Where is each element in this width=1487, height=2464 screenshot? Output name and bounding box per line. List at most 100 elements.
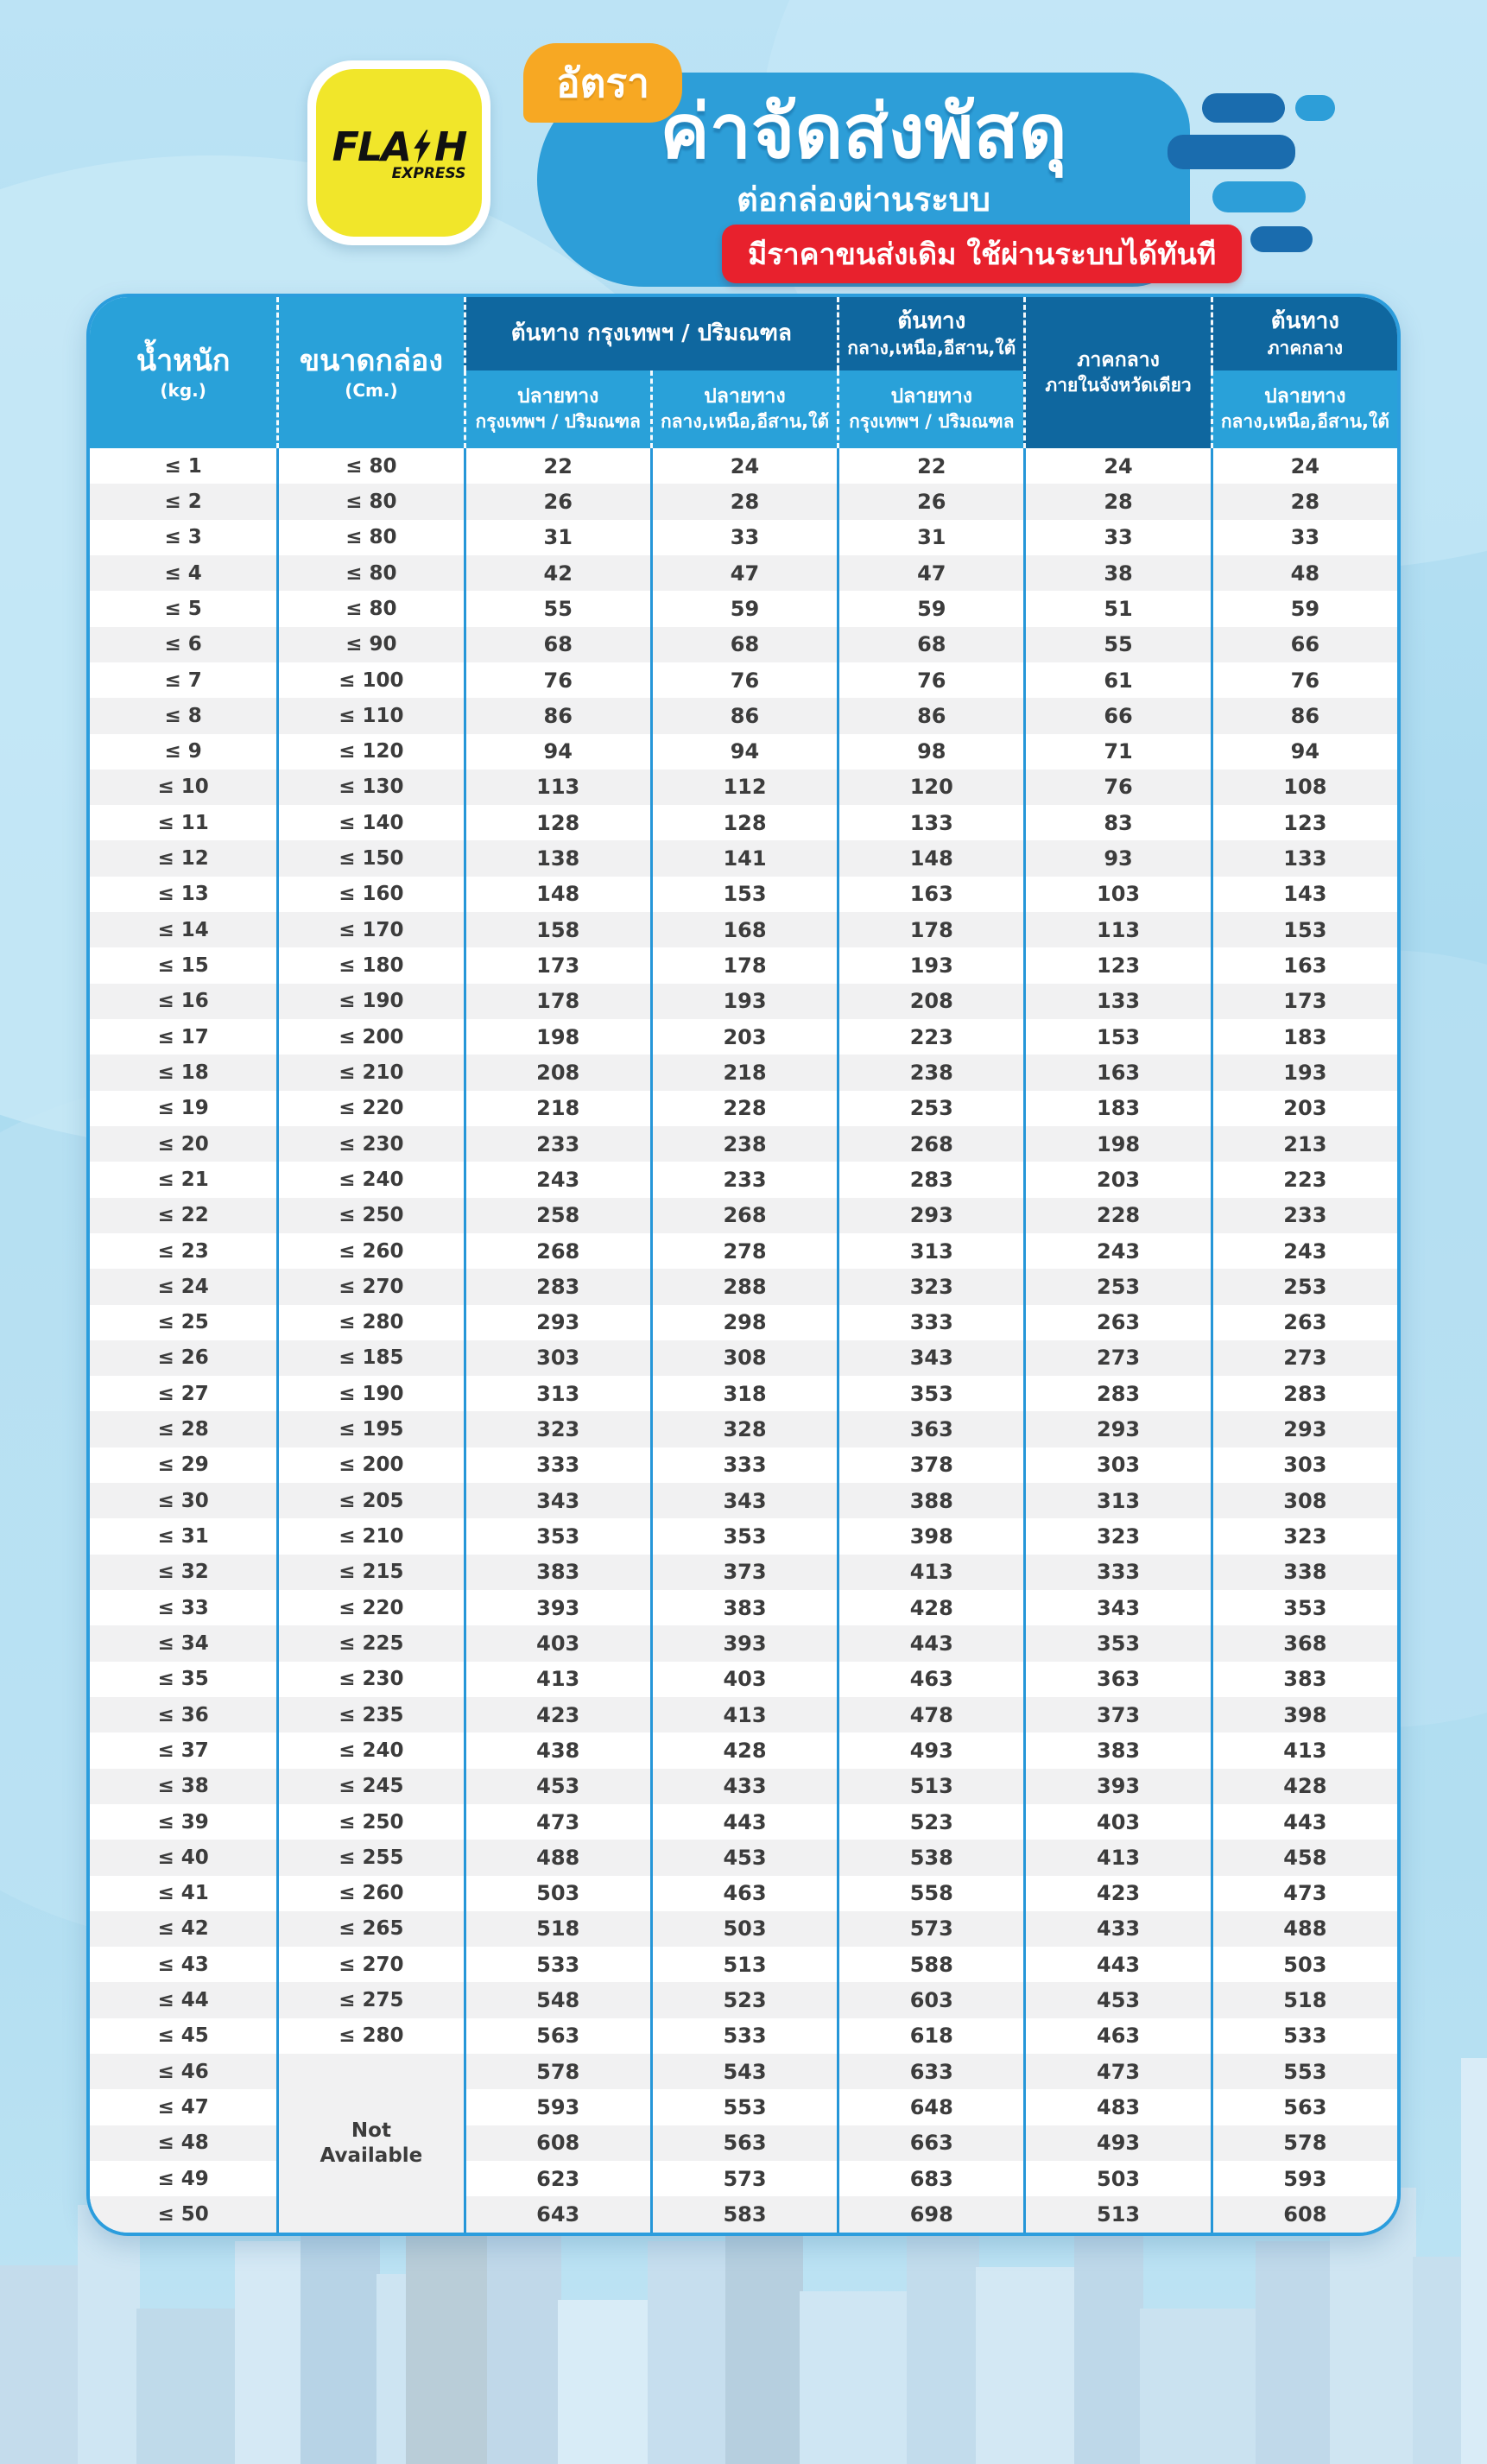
weight-cell: ≤ 45	[157, 2024, 209, 2048]
box-size-cell: ≤ 210	[276, 1518, 463, 1555]
table-row: ≤ 44 ≤ 275 548 523 603 453 518	[90, 1982, 1397, 2018]
price-cell: 608	[1210, 2196, 1397, 2233]
price-cell: 138	[463, 840, 650, 877]
price-cell: 338	[1210, 1554, 1397, 1590]
weight-cell: ≤ 44	[157, 1989, 209, 2012]
price-cell: 503	[649, 1910, 837, 1948]
price-cell: 94	[463, 733, 650, 770]
price-cell: 168	[649, 912, 837, 948]
weight-cell: ≤ 48	[157, 2131, 209, 2155]
price-cell: 518	[1210, 1982, 1397, 2018]
price-cell: 353	[463, 1518, 650, 1555]
header-weight: น้ำหนัก (kg.)	[90, 297, 277, 448]
weight-cell: ≤ 26	[157, 1346, 209, 1370]
price-cell: 253	[837, 1090, 1023, 1126]
price-cell: 488	[1210, 1910, 1397, 1948]
price-cell: 313	[837, 1232, 1023, 1270]
weight-cell: ≤ 2	[164, 490, 202, 513]
price-cell: 208	[837, 983, 1023, 1019]
price-cell: 488	[463, 1840, 650, 1876]
price-cell: 473	[1210, 1875, 1397, 1911]
price-cell: 68	[649, 626, 837, 662]
box-size-cell: ≤ 90	[276, 626, 463, 662]
price-cell: 293	[1023, 1411, 1210, 1447]
price-cell: 153	[1023, 1019, 1210, 1055]
weight-cell: ≤ 32	[157, 1561, 209, 1584]
price-cell: 48	[1210, 554, 1397, 592]
price-cell: 343	[649, 1483, 837, 1519]
price-cell: 238	[649, 1125, 837, 1162]
price-cell: 548	[463, 1982, 650, 2018]
price-cell: 233	[463, 1125, 650, 1162]
table-row: ≤ 2 ≤ 80 26 28 26 28 28	[90, 484, 1397, 520]
dest-label: ปลายทาง	[517, 385, 599, 409]
logo-text-block: FLA H EXPRESS	[332, 127, 468, 182]
price-cell: 563	[463, 2017, 650, 2055]
price-cell: 493	[837, 1732, 1023, 1769]
table-row: ≤ 29 ≤ 200 333 333 378 303 303	[90, 1447, 1397, 1484]
price-cell: 428	[1210, 1768, 1397, 1804]
price-cell: 203	[1210, 1090, 1397, 1126]
price-cell: 318	[649, 1376, 837, 1412]
price-cell: 123	[1023, 947, 1210, 984]
central-area: ภายในจังหวัดเดียว	[1045, 374, 1192, 396]
box-size-cell: ≤ 250	[276, 1803, 463, 1840]
price-cell: 86	[1210, 698, 1397, 734]
price-cell: 203	[1023, 1162, 1210, 1198]
weight-cell: ≤ 41	[157, 1882, 209, 1905]
price-cell: 578	[1210, 2125, 1397, 2161]
price-cell: 213	[1210, 1125, 1397, 1162]
table-row: ≤ 40 ≤ 255 488 453 538 413 458	[90, 1840, 1397, 1876]
price-cell: 593	[1210, 2161, 1397, 2197]
price-cell: 293	[463, 1304, 650, 1340]
weight-cell: ≤ 25	[157, 1311, 209, 1334]
price-cell: 633	[837, 2054, 1023, 2090]
dest-label: ปลายทาง	[890, 385, 972, 409]
table-row: ≤ 43 ≤ 270 533 513 588 443 503	[90, 1947, 1397, 1983]
price-cell: 433	[1023, 1910, 1210, 1948]
weight-cell: ≤ 34	[157, 1631, 209, 1655]
price-cell: 24	[1023, 448, 1210, 485]
weight-cell: ≤ 8	[164, 704, 202, 727]
table-row: ≤ 4 ≤ 80 42 47 47 38 48	[90, 554, 1397, 592]
origin-area: กลาง,เหนือ,อีสาน,ใต้	[847, 337, 1016, 358]
table-row: ≤ 19 ≤ 220 218 228 253 183 203	[90, 1090, 1397, 1126]
price-cell: 438	[463, 1732, 650, 1769]
promo-ribbon: มีราคาขนส่งเดิม ใช้ผ่านระบบได้ทันที	[722, 225, 1243, 283]
table-row: ≤ 27 ≤ 190 313 318 353 283 283	[90, 1376, 1397, 1412]
table-row: ≤ 11 ≤ 140 128 128 133 83 123	[90, 805, 1397, 841]
price-cell: 453	[463, 1768, 650, 1804]
dest-area: กลาง,เหนือ,อีสาน,ใต้	[660, 411, 829, 433]
table-row: ≤ 42 ≤ 265 518 503 573 433 488	[90, 1910, 1397, 1948]
building-shape	[648, 2241, 729, 2464]
price-cell: 253	[1210, 1269, 1397, 1305]
price-cell: 153	[649, 876, 837, 913]
price-cell: 198	[1023, 1125, 1210, 1162]
rate-table-header: น้ำหนัก (kg.) ขนาดกล่อง (Cm.) ต้นทาง กรุ…	[90, 297, 1397, 448]
price-cell: 383	[649, 1590, 837, 1626]
price-cell: 443	[837, 1625, 1023, 1662]
price-cell: 543	[649, 2054, 837, 2090]
price-cell: 66	[1210, 626, 1397, 662]
box-size-cell: ≤ 110	[276, 698, 463, 734]
price-cell: 76	[837, 662, 1023, 699]
price-cell: 42	[463, 554, 650, 592]
table-row: ≤ 13 ≤ 160 148 153 163 103 143	[90, 876, 1397, 913]
price-cell: 263	[1023, 1304, 1210, 1340]
price-cell: 643	[463, 2196, 650, 2233]
weight-cell: ≤ 38	[157, 1775, 209, 1798]
table-row: ≤ 21 ≤ 240 243 233 283 203 223	[90, 1162, 1397, 1198]
price-cell: 55	[463, 591, 650, 627]
weight-cell: ≤ 29	[157, 1454, 209, 1477]
price-cell: 28	[1210, 484, 1397, 520]
price-cell: 141	[649, 840, 837, 877]
box-size-cell: ≤ 190	[276, 983, 463, 1019]
price-cell: 28	[1023, 484, 1210, 520]
price-cell: 283	[837, 1162, 1023, 1198]
weight-cell: ≤ 49	[157, 2167, 209, 2190]
weight-cell: ≤ 33	[157, 1596, 209, 1619]
box-size-cell: ≤ 80	[276, 519, 463, 555]
price-cell: 393	[1023, 1768, 1210, 1804]
central-label: ภาคกลาง	[1077, 348, 1160, 371]
price-cell: 333	[837, 1304, 1023, 1340]
